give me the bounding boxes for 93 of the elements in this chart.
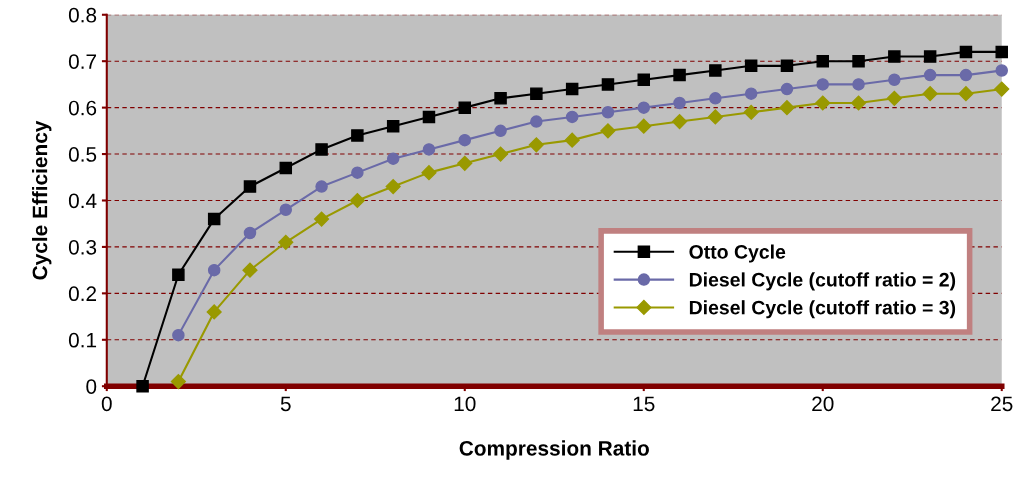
point bbox=[243, 180, 257, 193]
point bbox=[172, 328, 185, 342]
x-tick-label: 5 bbox=[280, 396, 291, 412]
point bbox=[743, 104, 759, 120]
x-tick-label: 25 bbox=[991, 396, 1013, 412]
point bbox=[565, 82, 579, 96]
point bbox=[923, 50, 937, 63]
point bbox=[457, 155, 473, 171]
point bbox=[385, 178, 401, 195]
point bbox=[888, 73, 901, 87]
point bbox=[172, 268, 185, 282]
point bbox=[243, 226, 257, 240]
point bbox=[673, 96, 686, 110]
point bbox=[709, 64, 722, 77]
point bbox=[349, 192, 365, 209]
point bbox=[636, 118, 652, 134]
point bbox=[565, 110, 579, 124]
point bbox=[386, 119, 400, 133]
point bbox=[207, 212, 221, 226]
point bbox=[994, 81, 1010, 97]
point bbox=[709, 92, 722, 105]
point bbox=[600, 123, 616, 139]
x-tick-label: 15 bbox=[633, 396, 655, 412]
point bbox=[242, 262, 258, 278]
point bbox=[279, 203, 293, 217]
y-tick-label: 0 bbox=[86, 379, 97, 394]
point bbox=[780, 59, 794, 73]
legend-label: Diesel Cycle (cutoff ratio = 2) bbox=[689, 272, 956, 291]
point bbox=[707, 109, 723, 125]
point bbox=[779, 100, 795, 116]
point bbox=[601, 106, 615, 119]
point bbox=[494, 92, 507, 105]
point bbox=[815, 95, 831, 111]
legend-label: Otto Cycle bbox=[689, 244, 786, 263]
point bbox=[351, 166, 364, 179]
x-tick-label: 0 bbox=[101, 396, 112, 412]
x-tick-label: 10 bbox=[454, 396, 476, 412]
point bbox=[492, 146, 509, 162]
point bbox=[888, 50, 901, 63]
point bbox=[959, 68, 973, 82]
point bbox=[530, 87, 543, 100]
point bbox=[995, 64, 1008, 77]
y-tick-label: 0.8 bbox=[68, 7, 97, 23]
point bbox=[530, 115, 543, 128]
point bbox=[528, 137, 544, 153]
point bbox=[886, 90, 902, 106]
point bbox=[850, 95, 867, 111]
point bbox=[673, 68, 686, 82]
point bbox=[351, 129, 364, 142]
point bbox=[922, 86, 938, 102]
point bbox=[744, 87, 758, 100]
point bbox=[278, 234, 294, 250]
x-axis-title: Compression Ratio bbox=[459, 440, 649, 460]
point bbox=[458, 133, 472, 147]
point bbox=[852, 78, 865, 91]
point bbox=[959, 45, 973, 59]
x-tick-label: 20 bbox=[812, 396, 834, 412]
point bbox=[637, 73, 651, 87]
point bbox=[744, 59, 758, 73]
y-tick-label: 0.6 bbox=[68, 100, 97, 116]
point bbox=[314, 211, 330, 227]
point bbox=[671, 113, 688, 130]
y-tick-label: 0.4 bbox=[68, 193, 97, 209]
point bbox=[564, 132, 580, 148]
point bbox=[458, 101, 472, 114]
y-tick-label: 0.2 bbox=[68, 286, 97, 302]
y-tick-label: 0.1 bbox=[68, 332, 97, 348]
point bbox=[315, 180, 328, 193]
point bbox=[206, 304, 222, 320]
point bbox=[207, 263, 221, 277]
point bbox=[816, 54, 830, 68]
point bbox=[422, 143, 436, 156]
point bbox=[780, 82, 794, 96]
point bbox=[637, 101, 651, 114]
point bbox=[421, 165, 437, 181]
point bbox=[279, 161, 293, 175]
y-tick-label: 0.5 bbox=[68, 147, 97, 162]
point bbox=[995, 45, 1008, 59]
point bbox=[422, 110, 436, 124]
point bbox=[494, 124, 507, 138]
y-tick-label: 0.7 bbox=[68, 54, 97, 69]
y-axis-title: Cycle Efficiency bbox=[32, 120, 52, 280]
y-tick-label: 0.3 bbox=[68, 239, 97, 255]
point bbox=[136, 379, 149, 393]
point bbox=[601, 78, 615, 91]
point bbox=[386, 152, 400, 165]
point bbox=[170, 374, 186, 390]
point bbox=[958, 86, 974, 102]
point bbox=[852, 54, 865, 68]
point bbox=[816, 78, 830, 91]
point bbox=[923, 68, 937, 82]
point bbox=[315, 143, 328, 156]
legend-label: Diesel Cycle (cutoff ratio = 3) bbox=[689, 300, 956, 319]
